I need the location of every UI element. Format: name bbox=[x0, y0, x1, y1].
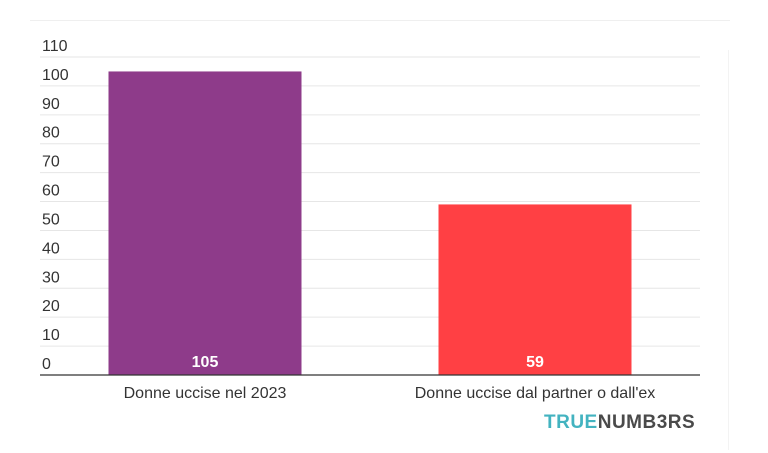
y-tick-label: 110 bbox=[42, 38, 68, 55]
x-category-label: Donne uccise dal partner o dall'ex bbox=[415, 385, 656, 402]
brand-part-numbers: NUMB3RS bbox=[597, 412, 696, 433]
x-category-label: Donne uccise nel 2023 bbox=[124, 385, 287, 402]
y-tick-label: 20 bbox=[42, 298, 60, 315]
x-axis: Donne uccise nel 2023 Donne uccise dal pa… bbox=[40, 374, 700, 402]
truenumbers-logo: TRUENUMB3RS bbox=[544, 412, 695, 434]
y-tick-label: 30 bbox=[42, 269, 60, 286]
y-tick-label: 80 bbox=[42, 125, 60, 142]
brand-part-true: TRUE bbox=[544, 412, 598, 433]
y-tick-label: 100 bbox=[42, 67, 69, 84]
bars: 105 59 bbox=[108, 71, 632, 376]
y-tick-label: 60 bbox=[42, 183, 60, 200]
right-divider bbox=[728, 50, 729, 450]
y-tick-label: 0 bbox=[42, 356, 51, 373]
bar-data-label: 59 bbox=[526, 354, 544, 371]
top-divider bbox=[30, 20, 730, 21]
bar-2 bbox=[438, 204, 632, 375]
y-axis: 0 10 20 30 40 50 60 70 80 90 100 110 bbox=[42, 38, 69, 373]
y-tick-label: 70 bbox=[42, 154, 60, 171]
y-tick-label: 10 bbox=[42, 327, 60, 344]
y-tick-label: 50 bbox=[42, 211, 60, 228]
y-tick-label: 90 bbox=[42, 96, 60, 113]
bar-1 bbox=[108, 71, 302, 376]
bar-data-label: 105 bbox=[192, 354, 219, 371]
y-tick-label: 40 bbox=[42, 240, 60, 257]
